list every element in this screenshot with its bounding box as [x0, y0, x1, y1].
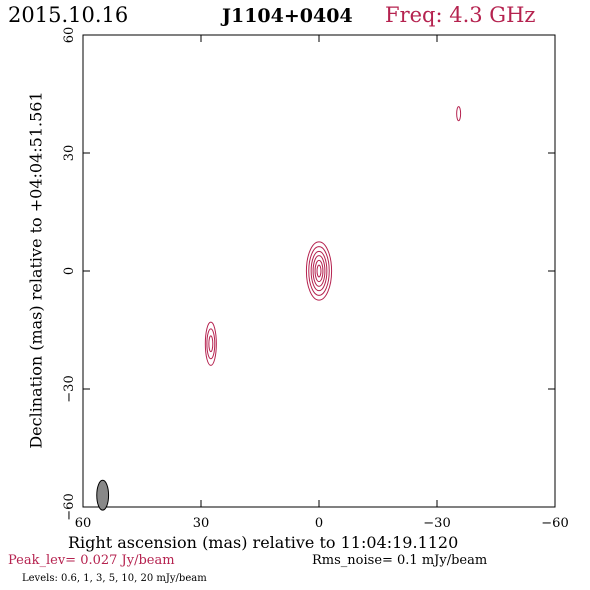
- x-tick-label: −30: [423, 516, 450, 531]
- y-tick-label: −60: [62, 493, 77, 520]
- plot-frame: [82, 34, 556, 508]
- source-name: J1104+0404: [222, 5, 353, 27]
- y-tick-label: −30: [62, 375, 77, 402]
- x-tick-label: 60: [75, 516, 92, 531]
- contour-components: [204, 106, 462, 366]
- contour-line: [456, 106, 462, 122]
- axis-ticks: [82, 34, 556, 508]
- x-axis-label: Right ascension (mas) relative to 11:04:…: [68, 533, 459, 552]
- source-component: [456, 106, 462, 122]
- contour-line: [208, 335, 214, 353]
- beam-ellipse-group: [96, 479, 110, 511]
- contour-levels: Levels: 0.6, 1, 3, 5, 10, 20 mJy/beam: [22, 573, 207, 584]
- frequency-label: Freq: 4.3 GHz: [385, 3, 536, 27]
- contour-line: [310, 250, 328, 292]
- source-component: [204, 321, 217, 366]
- contour-line: [316, 264, 322, 278]
- contour-line: [204, 321, 217, 366]
- rms-noise: Rms_noise= 0.1 mJy/beam: [312, 553, 488, 568]
- contour-line: [312, 255, 326, 287]
- y-tick-label: 60: [62, 27, 77, 44]
- contour-line: [308, 246, 330, 296]
- y-axis-label: Declination (mas) relative to +04:04:51.…: [26, 91, 46, 449]
- contour-line: [314, 259, 324, 283]
- axis-tick-labels: 60 30 0 −30 −60 −60 −30 0 30 60: [62, 27, 569, 531]
- source-component: [305, 241, 333, 301]
- y-tick-label: 30: [62, 145, 77, 162]
- peak-level: Peak_lev= 0.027 Jy/beam: [8, 553, 175, 568]
- x-tick-label: 0: [315, 516, 323, 531]
- observation-date: 2015.10.16: [8, 3, 129, 27]
- x-tick-label: 30: [193, 516, 210, 531]
- beam-ellipse: [96, 479, 110, 511]
- contour-line: [305, 241, 333, 301]
- y-tick-label: 0: [62, 267, 77, 275]
- x-tick-label: −60: [541, 516, 568, 531]
- contour-line: [206, 328, 216, 360]
